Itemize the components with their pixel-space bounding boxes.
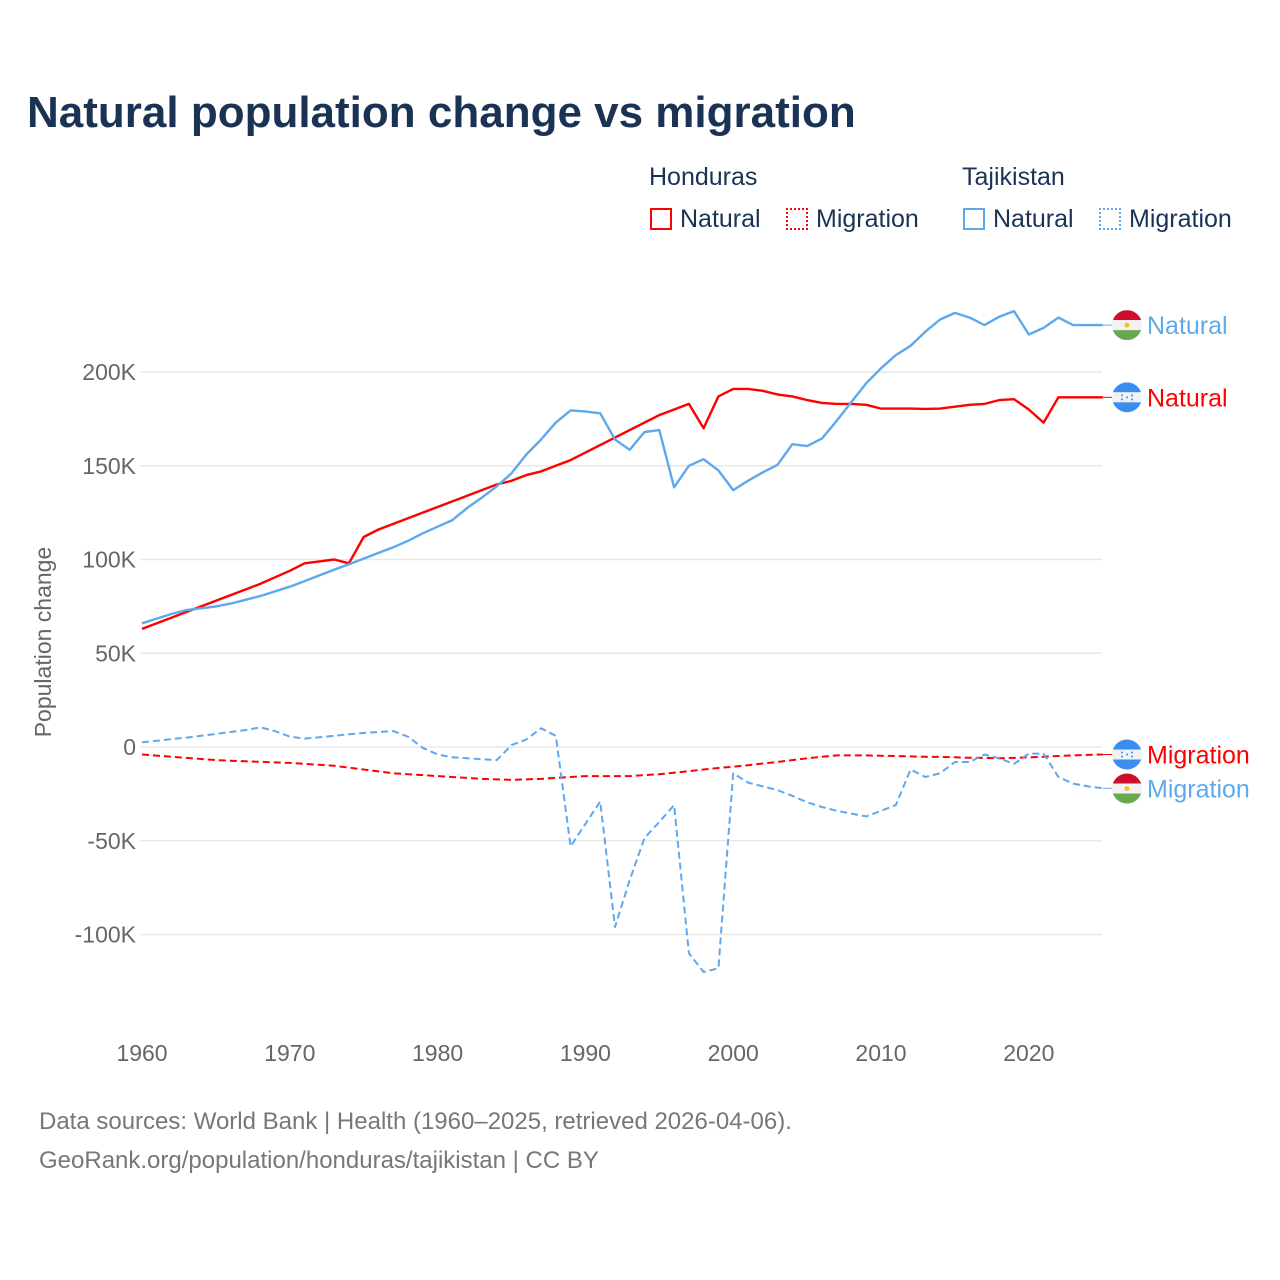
x-tick-label: 2020 [1003, 1040, 1054, 1066]
series-line-honduras-natural [141, 387, 1103, 631]
x-tick-label: 1970 [264, 1040, 315, 1066]
y-axis-title: Population change [30, 547, 56, 738]
y-tick-label: 50K [95, 640, 137, 666]
x-tick-label: 1990 [560, 1040, 611, 1066]
end-label-tajikistan-migration: Migration [1147, 776, 1250, 804]
legend-swatch-tajikistan-migration [1099, 208, 1121, 230]
series-line-honduras-migration [141, 753, 1103, 781]
honduras-flag-icon [1112, 739, 1142, 770]
y-tick-label: 0 [123, 734, 136, 760]
y-tick-label: 150K [82, 453, 136, 479]
plot-area: 200K 150K 100K 50K 0 -50K -100K 1960 1970 1980 199… [30, 309, 1250, 1066]
legend-label-honduras-natural[interactable]: Natural [680, 205, 761, 233]
legend-label-honduras-migration[interactable]: Migration [816, 205, 919, 233]
series-line-tajikistan-migration [141, 726, 1103, 973]
legend-group-tajikistan: Tajikistan [962, 163, 1065, 191]
x-tick-label: 1980 [412, 1040, 463, 1066]
tajikistan-flag-icon [1112, 310, 1142, 341]
legend-group-honduras: Honduras [649, 163, 758, 191]
honduras-flag-icon [1112, 382, 1142, 413]
legend-swatch-honduras-natural [650, 208, 672, 230]
footer-sources: Data sources: World Bank | Health (1960–… [39, 1108, 792, 1135]
legend-swatch-tajikistan-natural [963, 208, 985, 230]
legend-label-tajikistan-migration[interactable]: Migration [1129, 205, 1232, 233]
series-line-tajikistan-natural [141, 309, 1103, 625]
end-label-honduras-natural: Natural [1147, 384, 1228, 412]
y-tick-label: -100K [75, 922, 137, 948]
end-label-tajikistan-natural: Natural [1147, 312, 1228, 340]
y-tick-label: -50K [87, 828, 136, 854]
x-tick-label: 2000 [708, 1040, 759, 1066]
end-label-honduras-migration: Migration [1147, 742, 1250, 770]
x-tick-label: 2010 [855, 1040, 906, 1066]
legend-swatch-honduras-migration [786, 208, 808, 230]
x-tick-label: 1960 [116, 1040, 167, 1066]
footer-link[interactable]: GeoRank.org/population/honduras/tajikist… [39, 1147, 599, 1174]
legend-label-tajikistan-natural[interactable]: Natural [993, 205, 1074, 233]
y-tick-label: 100K [82, 547, 136, 573]
tajikistan-flag-icon [1112, 773, 1142, 804]
chart-title: Natural population change vs migration [27, 88, 856, 137]
y-tick-label: 200K [82, 359, 136, 385]
